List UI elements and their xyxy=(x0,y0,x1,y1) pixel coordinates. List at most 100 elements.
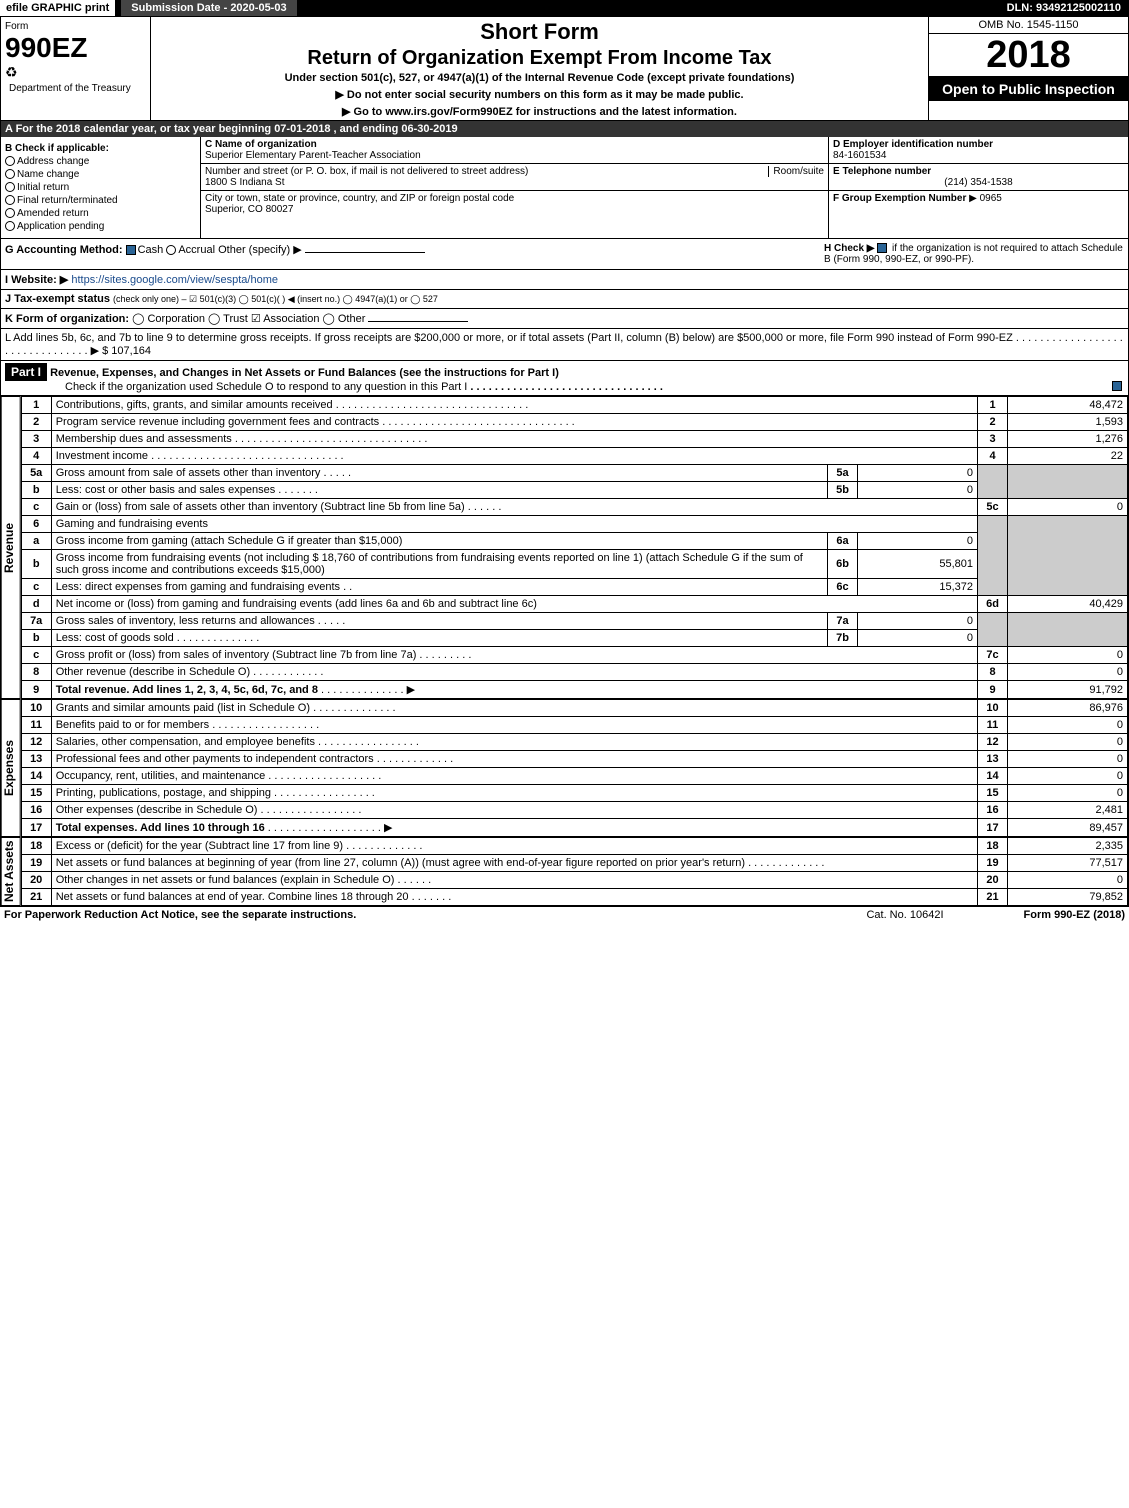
expenses-side-label: Expenses xyxy=(1,699,21,837)
line-4: 4Investment income 422 xyxy=(21,448,1127,465)
expenses-section: Expenses 10Grants and similar amounts pa… xyxy=(1,699,1128,837)
netassets-side-label: Net Assets xyxy=(1,837,21,906)
part1-checkbox[interactable] xyxy=(1112,381,1122,391)
form-body: Form 990EZ ♻ Department of the Treasury … xyxy=(0,16,1129,907)
phone: (214) 354-1538 xyxy=(833,177,1124,188)
form-ref: Form 990-EZ (2018) xyxy=(1024,909,1125,921)
line-6d: dNet income or (loss) from gaming and fu… xyxy=(21,596,1127,613)
line-7c: cGross profit or (loss) from sales of in… xyxy=(21,647,1127,664)
l-row: L Add lines 5b, 6c, and 7b to line 9 to … xyxy=(1,329,1128,361)
c-city-row: City or town, state or province, country… xyxy=(201,191,828,217)
tax-year: 2018 xyxy=(929,34,1128,77)
instructions-link[interactable]: ▶ Go to www.irs.gov/Form990EZ for instru… xyxy=(155,105,924,118)
line-15: 15Printing, publications, postage, and s… xyxy=(21,785,1127,802)
part1-title: Revenue, Expenses, and Changes in Net As… xyxy=(50,367,559,379)
line-9: 9Total revenue. Add lines 1, 2, 3, 4, 5c… xyxy=(21,681,1127,699)
paperwork-notice: For Paperwork Reduction Act Notice, see … xyxy=(4,909,356,921)
group-exemption: ▶ 0965 xyxy=(969,193,1002,204)
room-label: Room/suite xyxy=(768,166,824,177)
e-label: E Telephone number xyxy=(833,166,1124,177)
section-c: C Name of organization Superior Elementa… xyxy=(201,137,828,238)
revenue-section: Revenue 1Contributions, gifts, grants, a… xyxy=(1,396,1128,699)
warning-line: ▶ Do not enter social security numbers o… xyxy=(155,88,924,101)
other-method-input[interactable] xyxy=(305,252,425,253)
line-20: 20Other changes in net assets or fund ba… xyxy=(21,872,1127,889)
line-11: 11Benefits paid to or for members . . . … xyxy=(21,717,1127,734)
f-label: F Group Exemption Number xyxy=(833,193,966,204)
line-21: 21Net assets or fund balances at end of … xyxy=(21,889,1127,906)
netassets-table: 18Excess or (deficit) for the year (Subt… xyxy=(21,837,1128,906)
ein: 84-1601534 xyxy=(833,150,1124,161)
j-row: J Tax-exempt status (check only one) ‒ ☑… xyxy=(1,290,1128,309)
part1-label: Part I xyxy=(5,363,47,381)
c-name-row: C Name of organization Superior Elementa… xyxy=(201,137,828,164)
line-5b: bLess: cost or other basis and sales exp… xyxy=(21,482,1127,499)
submission-date: Submission Date - 2020-05-03 xyxy=(121,0,296,16)
line-19: 19Net assets or fund balances at beginni… xyxy=(21,855,1127,872)
org-name: Superior Elementary Parent-Teacher Assoc… xyxy=(205,150,824,161)
l-text: L Add lines 5b, 6c, and 7b to line 9 to … xyxy=(5,332,1013,344)
line-7b: bLess: cost of goods sold . . . . . . . … xyxy=(21,630,1127,647)
h-checkbox[interactable] xyxy=(877,243,887,253)
recycle-icon: ♻ xyxy=(5,64,146,81)
check-pending[interactable]: Application pending xyxy=(5,221,196,232)
line-5c: cGain or (loss) from sale of assets othe… xyxy=(21,499,1127,516)
i-row: I Website: ▶ https://sites.google.com/vi… xyxy=(1,270,1128,290)
efile-label: efile GRAPHIC print xyxy=(0,0,115,16)
g-label: G Accounting Method: xyxy=(5,244,123,256)
g-section: G Accounting Method: Cash Accrual Other … xyxy=(5,243,824,265)
street-value: 1800 S Indiana St xyxy=(205,177,824,188)
expenses-table: 10Grants and similar amounts paid (list … xyxy=(21,699,1128,837)
h-section: H Check ▶ if the organization is not req… xyxy=(824,243,1124,265)
line-2: 2Program service revenue including gover… xyxy=(21,414,1127,431)
line-17: 17Total expenses. Add lines 10 through 1… xyxy=(21,819,1127,837)
check-address[interactable]: Address change xyxy=(5,156,196,167)
line-12: 12Salaries, other compensation, and empl… xyxy=(21,734,1127,751)
line-7a: 7aGross sales of inventory, less returns… xyxy=(21,613,1127,630)
form-label: Form xyxy=(5,21,146,32)
f-row: F Group Exemption Number ▶ 0965 xyxy=(829,191,1128,206)
b-header: B Check if applicable: xyxy=(5,143,196,154)
line-13: 13Professional fees and other payments t… xyxy=(21,751,1127,768)
department: Department of the Treasury xyxy=(5,81,146,96)
line-6c: cLess: direct expenses from gaming and f… xyxy=(21,579,1127,596)
check-name[interactable]: Name change xyxy=(5,169,196,180)
accrual-radio[interactable] xyxy=(166,245,176,255)
cash-checkbox[interactable] xyxy=(126,245,136,255)
line-5a: 5aGross amount from sale of assets other… xyxy=(21,465,1127,482)
under-section: Under section 501(c), 527, or 4947(a)(1)… xyxy=(155,72,924,84)
d-row: D Employer identification number 84-1601… xyxy=(829,137,1128,164)
top-bar: efile GRAPHIC print Submission Date - 20… xyxy=(0,0,1129,16)
check-amended[interactable]: Amended return xyxy=(5,208,196,219)
line-14: 14Occupancy, rent, utilities, and mainte… xyxy=(21,768,1127,785)
i-label: I Website: ▶ xyxy=(5,274,68,286)
info-block: B Check if applicable: Address change Na… xyxy=(1,137,1128,239)
k-label: K Form of organization: xyxy=(5,313,129,325)
gh-row: G Accounting Method: Cash Accrual Other … xyxy=(1,239,1128,270)
c-name-label: C Name of organization xyxy=(205,139,824,150)
check-initial[interactable]: Initial return xyxy=(5,182,196,193)
website-link[interactable]: https://sites.google.com/view/sespta/hom… xyxy=(71,274,278,286)
part1-header: Part I Revenue, Expenses, and Changes in… xyxy=(1,361,1128,396)
c-street-row: Number and street (or P. O. box, if mail… xyxy=(201,164,828,191)
open-to-public: Open to Public Inspection xyxy=(929,77,1128,101)
header-left: Form 990EZ ♻ Department of the Treasury xyxy=(1,17,151,120)
line-3: 3Membership dues and assessments 31,276 xyxy=(21,431,1127,448)
check-final[interactable]: Final return/terminated xyxy=(5,195,196,206)
revenue-side-label: Revenue xyxy=(1,396,21,699)
line-1: 1Contributions, gifts, grants, and simil… xyxy=(21,397,1127,414)
calendar-year-line: A For the 2018 calendar year, or tax yea… xyxy=(1,121,1128,137)
line-6b: bGross income from fundraising events (n… xyxy=(21,550,1127,579)
page-footer: For Paperwork Reduction Act Notice, see … xyxy=(0,907,1129,923)
street-label: Number and street (or P. O. box, if mail… xyxy=(205,166,528,177)
k-other-input[interactable] xyxy=(368,321,468,322)
form-number: 990EZ xyxy=(5,32,146,64)
revenue-table: 1Contributions, gifts, grants, and simil… xyxy=(21,396,1128,699)
line-6: 6Gaming and fundraising events xyxy=(21,516,1127,533)
header-right: OMB No. 1545-1150 2018 Open to Public In… xyxy=(928,17,1128,120)
omb-number: OMB No. 1545-1150 xyxy=(929,17,1128,34)
line-6a: aGross income from gaming (attach Schedu… xyxy=(21,533,1127,550)
dln: DLN: 93492125002110 xyxy=(999,0,1129,16)
e-row: E Telephone number (214) 354-1538 xyxy=(829,164,1128,191)
part1-check: Check if the organization used Schedule … xyxy=(65,381,467,393)
